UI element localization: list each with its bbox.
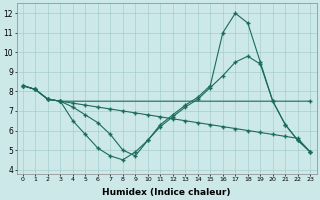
X-axis label: Humidex (Indice chaleur): Humidex (Indice chaleur) xyxy=(102,188,231,197)
